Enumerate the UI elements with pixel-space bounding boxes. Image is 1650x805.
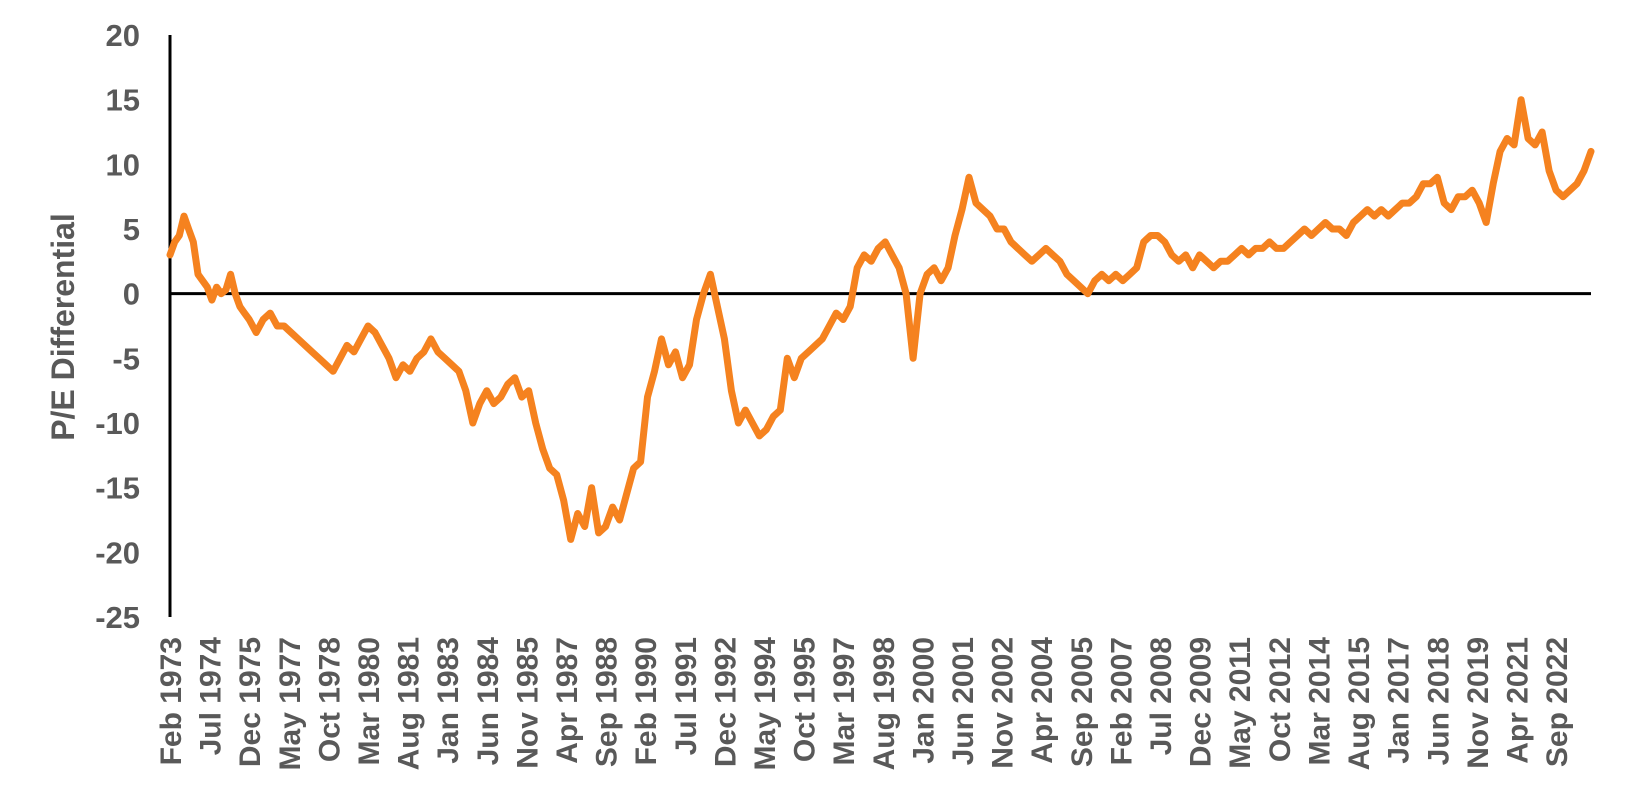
- x-tick-label: Sep 2005: [1066, 637, 1099, 767]
- y-tick-label: -15: [95, 471, 140, 506]
- y-tick-labels: 20 15 10 5 0 -5 -10 -15 -20 -25: [95, 18, 140, 635]
- y-tick-label: 0: [123, 277, 140, 312]
- x-tick-label: Aug 1981: [393, 637, 426, 770]
- x-tick-label: Oct 2012: [1264, 637, 1297, 762]
- x-tick-label: Aug 2015: [1343, 637, 1376, 770]
- x-tick-label: Jun 2018: [1422, 637, 1455, 765]
- x-tick-label: Sep 1988: [591, 637, 624, 767]
- x-tick-label: Nov 2019: [1462, 637, 1495, 769]
- x-tick-label: Mar 1980: [353, 637, 386, 765]
- x-tick-label: Jul 1991: [670, 637, 703, 755]
- y-axis-label: P/E Differential: [45, 213, 81, 441]
- x-tick-label: Feb 1973: [155, 637, 188, 765]
- x-tick-label: Dec 2009: [1185, 637, 1218, 767]
- x-tick-label: Nov 1985: [511, 637, 544, 769]
- x-tick-label: Apr 2021: [1501, 637, 1534, 764]
- x-tick-label: Apr 2004: [1026, 637, 1059, 764]
- x-tick-label: Aug 1998: [868, 637, 901, 770]
- y-tick-label: -5: [112, 341, 140, 376]
- y-tick-label: -20: [95, 535, 140, 570]
- x-tick-label: Jun 1984: [472, 637, 505, 766]
- x-tick-label: Jan 2000: [907, 637, 940, 764]
- x-tick-labels: Feb 1973 Jul 1974 Dec 1975 May 1977 Oct 1978…: [155, 637, 1574, 771]
- x-tick-label: May 2011: [1224, 637, 1257, 769]
- x-tick-label: Jul 2008: [1145, 637, 1178, 755]
- y-tick-label: -25: [95, 600, 140, 635]
- y-tick-label: 5: [123, 212, 140, 247]
- x-tick-label: Jun 2001: [947, 637, 980, 765]
- x-tick-label: Sep 2022: [1541, 637, 1574, 767]
- x-tick-label: Dec 1992: [709, 637, 742, 767]
- x-tick-label: Mar 2014: [1303, 637, 1336, 766]
- y-tick-label: 15: [106, 83, 140, 118]
- y-tick-label: 10: [106, 147, 140, 182]
- y-tick-label: 20: [106, 18, 140, 53]
- x-tick-label: May 1977: [274, 637, 307, 770]
- x-tick-label: May 1994: [749, 637, 782, 771]
- y-tick-label: -10: [95, 406, 140, 441]
- x-tick-label: Feb 2007: [1105, 637, 1138, 765]
- x-tick-label: Feb 1990: [630, 637, 663, 765]
- x-tick-label: Oct 1995: [789, 637, 822, 762]
- series-line: [166, 96, 1595, 543]
- x-tick-label: Oct 1978: [313, 637, 346, 762]
- x-tick-label: Apr 1987: [551, 637, 584, 764]
- x-tick-label: Nov 2002: [987, 637, 1020, 769]
- x-tick-label: Jul 1974: [195, 637, 228, 756]
- x-tick-label: Mar 1997: [828, 637, 861, 765]
- x-tick-label: Jan 1983: [432, 637, 465, 764]
- x-tick-label: Dec 1975: [234, 637, 267, 767]
- x-tick-label: Jan 2017: [1383, 637, 1416, 764]
